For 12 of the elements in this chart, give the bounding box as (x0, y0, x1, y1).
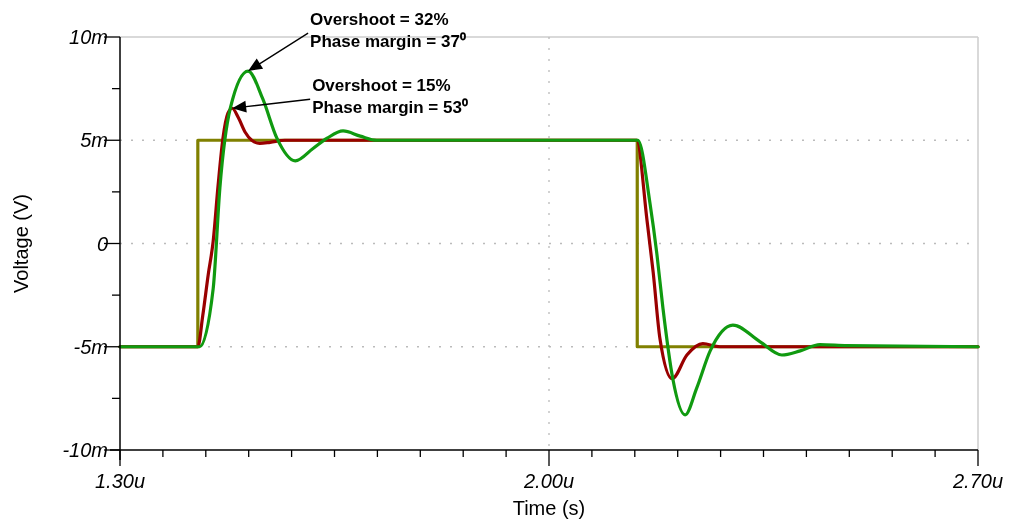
x-axis-title: Time (s) (512, 497, 586, 519)
annotation: Overshoot = 32% Phase margin = 37⁰ (310, 10, 466, 52)
x-tick-label: 2.70u (951, 470, 1004, 492)
y-tick-label: 5m (80, 129, 108, 152)
x-tick-label: 2.00u (522, 470, 575, 492)
x-tick-label: 1.30u (94, 470, 146, 492)
y-tick-label: -10m (62, 439, 108, 461)
y-tick-label: -5m (73, 335, 108, 358)
y-axis-title: Voltage (V) (10, 194, 32, 293)
y-tick-label: 10m (69, 26, 108, 48)
annotation: Overshoot = 15% Phase margin = 53⁰ (312, 76, 468, 118)
y-tick-label: 0 (96, 232, 108, 255)
